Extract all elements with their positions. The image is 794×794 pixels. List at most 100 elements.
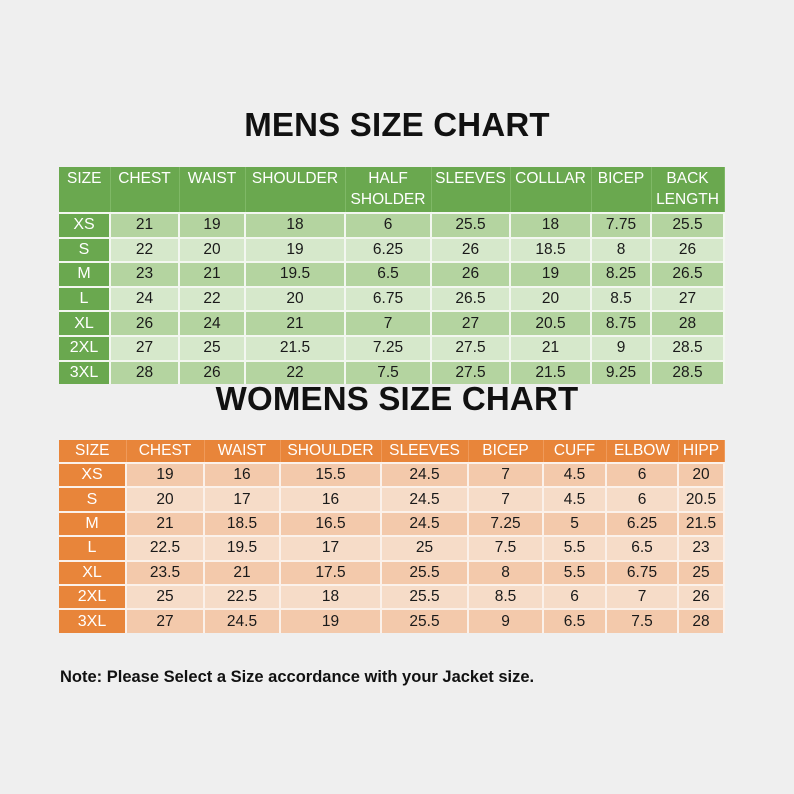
mens-measurement-cell: 26 xyxy=(431,236,511,263)
mens-measurement-cell: 20 xyxy=(510,285,592,312)
mens-header-cell: SIZE xyxy=(59,167,111,213)
mens-measurement-cell: 21.5 xyxy=(245,334,346,361)
mens-measurement-cell: 21 xyxy=(179,261,246,287)
mens-measurement-cell: 25.5 xyxy=(651,212,725,238)
womens-size-label: M xyxy=(59,510,127,537)
mens-table-row: S 22 20 19 6.25 26 18.5 8 26 xyxy=(59,236,725,263)
womens-header-cell: BICEP xyxy=(468,440,544,463)
womens-size-label: 3XL xyxy=(59,608,127,633)
womens-measurement-cell: 21 xyxy=(126,510,205,537)
mens-measurement-cell: 26 xyxy=(110,310,180,336)
mens-measurement-cell: 28.5 xyxy=(651,334,725,361)
mens-measurement-cell: 9 xyxy=(591,334,652,361)
womens-measurement-cell: 28 xyxy=(678,608,725,633)
womens-measurement-cell: 16 xyxy=(204,461,281,488)
mens-measurement-cell: 27 xyxy=(651,285,725,312)
mens-measurement-cell: 18 xyxy=(510,212,592,238)
womens-table-row: 3XL 27 24.5 19 25.5 9 6.5 7.5 28 xyxy=(59,608,725,633)
mens-header-cell: CHEST xyxy=(110,167,180,213)
mens-size-label: S xyxy=(59,236,111,263)
womens-measurement-cell: 16.5 xyxy=(280,510,382,537)
womens-table-row: S 20 17 16 24.5 7 4.5 6 20.5 xyxy=(59,486,725,512)
mens-measurement-cell: 25.5 xyxy=(431,212,511,238)
womens-measurement-cell: 25.5 xyxy=(381,608,469,633)
mens-size-label: XL xyxy=(59,310,111,336)
womens-size-label: 2XL xyxy=(59,583,127,610)
womens-measurement-cell: 23.5 xyxy=(126,559,205,585)
mens-measurement-cell: 26 xyxy=(431,261,511,287)
womens-size-label: S xyxy=(59,486,127,512)
womens-table-row: M 21 18.5 16.5 24.5 7.25 5 6.25 21.5 xyxy=(59,510,725,537)
mens-measurement-cell: 26.5 xyxy=(431,285,511,312)
mens-header-cell: BICEP xyxy=(591,167,652,213)
mens-measurement-cell: 21.5 xyxy=(510,359,592,385)
mens-measurement-cell: 18 xyxy=(245,212,346,238)
womens-measurement-cell: 6.75 xyxy=(606,559,679,585)
mens-size-chart-title: MENS SIZE CHART xyxy=(244,106,550,143)
mens-measurement-cell: 8.75 xyxy=(591,310,652,336)
womens-measurement-cell: 5 xyxy=(543,510,607,537)
mens-measurement-cell: 18.5 xyxy=(510,236,592,263)
womens-header-cell: SLEEVES xyxy=(381,440,469,463)
womens-measurement-cell: 24.5 xyxy=(381,486,469,512)
womens-measurement-cell: 8.5 xyxy=(468,583,544,610)
womens-measurement-cell: 26 xyxy=(678,583,725,610)
mens-measurement-cell: 25 xyxy=(179,334,246,361)
mens-measurement-cell: 27.5 xyxy=(431,359,511,385)
mens-measurement-cell: 23 xyxy=(110,261,180,287)
womens-measurement-cell: 22.5 xyxy=(204,583,281,610)
mens-measurement-cell: 8.5 xyxy=(591,285,652,312)
womens-header-row: SIZE CHEST WAIST SHOULDER SLEEVES BICEP … xyxy=(59,440,725,463)
mens-table-row: 2XL 27 25 21.5 7.25 27.5 21 9 28.5 xyxy=(59,334,725,361)
womens-table-row: 2XL 25 22.5 18 25.5 8.5 6 7 26 xyxy=(59,583,725,610)
womens-size-table: SIZE CHEST WAIST SHOULDER SLEEVES BICEP … xyxy=(59,440,725,633)
womens-measurement-cell: 21 xyxy=(204,559,281,585)
womens-header-cell: SHOULDER xyxy=(280,440,382,463)
mens-measurement-cell: 22 xyxy=(245,359,346,385)
mens-size-label: 3XL xyxy=(59,359,111,385)
mens-measurement-cell: 20.5 xyxy=(510,310,592,336)
womens-measurement-cell: 19 xyxy=(126,461,205,488)
mens-measurement-cell: 6.5 xyxy=(345,261,432,287)
womens-measurement-cell: 6 xyxy=(543,583,607,610)
womens-measurement-cell: 6 xyxy=(606,461,679,488)
mens-header-cell: HALF SHOLDER xyxy=(345,167,432,213)
womens-table-row: L 22.5 19.5 17 25 7.5 5.5 6.5 23 xyxy=(59,535,725,561)
womens-measurement-cell: 15.5 xyxy=(280,461,382,488)
womens-measurement-cell: 5.5 xyxy=(543,559,607,585)
womens-measurement-cell: 20.5 xyxy=(678,486,725,512)
mens-measurement-cell: 8 xyxy=(591,236,652,263)
mens-table-row: L 24 22 20 6.75 26.5 20 8.5 27 xyxy=(59,285,725,312)
mens-measurement-cell: 21 xyxy=(510,334,592,361)
womens-measurement-cell: 25 xyxy=(381,535,469,561)
womens-measurement-cell: 24.5 xyxy=(204,608,281,633)
womens-measurement-cell: 7 xyxy=(468,461,544,488)
womens-header-cell: HIPP xyxy=(678,440,725,463)
womens-header-cell: ELBOW xyxy=(606,440,679,463)
womens-measurement-cell: 20 xyxy=(678,461,725,488)
mens-measurement-cell: 8.25 xyxy=(591,261,652,287)
womens-measurement-cell: 7.5 xyxy=(468,535,544,561)
womens-measurement-cell: 19.5 xyxy=(204,535,281,561)
womens-measurement-cell: 22.5 xyxy=(126,535,205,561)
mens-measurement-cell: 26 xyxy=(651,236,725,263)
mens-measurement-cell: 27.5 xyxy=(431,334,511,361)
mens-table-row: 3XL 28 26 22 7.5 27.5 21.5 9.25 28.5 xyxy=(59,359,725,385)
womens-measurement-cell: 5.5 xyxy=(543,535,607,561)
mens-header-cell: BACK LENGTH xyxy=(651,167,725,213)
womens-measurement-cell: 20 xyxy=(126,486,205,512)
womens-measurement-cell: 24.5 xyxy=(381,510,469,537)
womens-measurement-cell: 6.5 xyxy=(606,535,679,561)
mens-measurement-cell: 27 xyxy=(110,334,180,361)
mens-measurement-cell: 20 xyxy=(245,285,346,312)
womens-measurement-cell: 6.5 xyxy=(543,608,607,633)
womens-header-cell: CHEST xyxy=(126,440,205,463)
size-note: Note: Please Select a Size accordance wi… xyxy=(60,668,535,686)
mens-header-row: SIZE CHEST WAIST SHOULDER HALF SHOLDER S… xyxy=(59,167,725,213)
mens-header-cell: SLEEVES xyxy=(431,167,511,213)
womens-measurement-cell: 24.5 xyxy=(381,461,469,488)
mens-size-label: M xyxy=(59,261,111,287)
mens-size-label: XS xyxy=(59,212,111,238)
womens-measurement-cell: 27 xyxy=(126,608,205,633)
womens-size-label: XS xyxy=(59,461,127,488)
